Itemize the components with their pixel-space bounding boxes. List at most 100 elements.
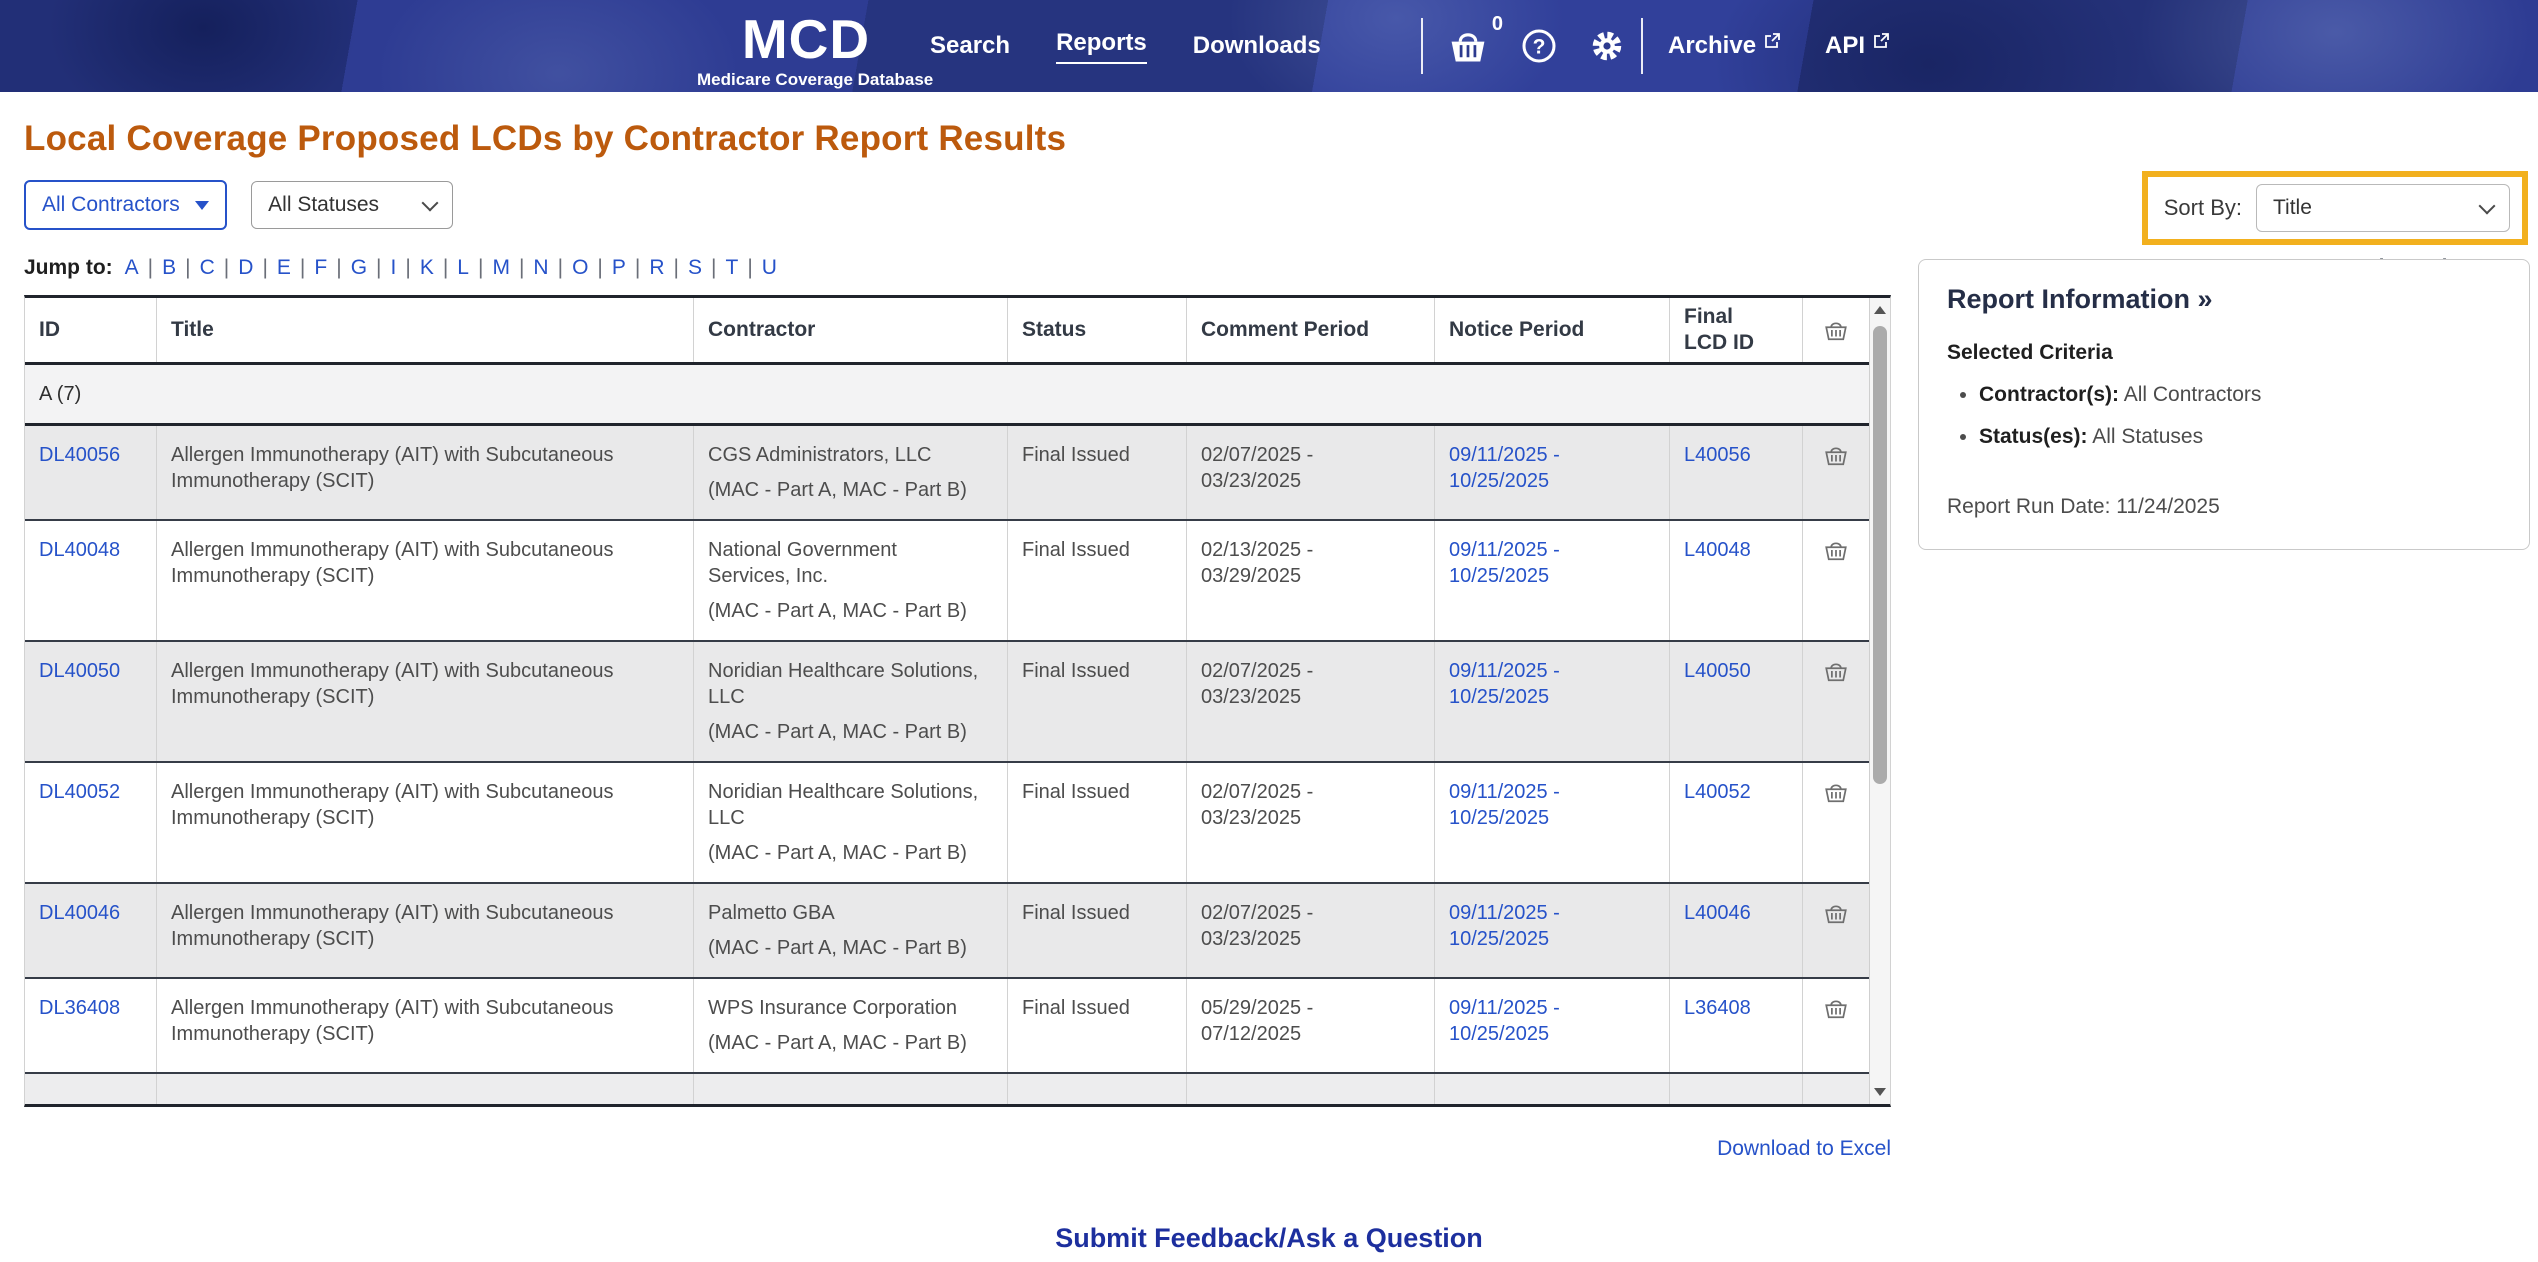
- nav-link-downloads[interactable]: Downloads: [1192, 32, 1321, 59]
- nav-icon-group: 0 ?: [1447, 0, 1625, 92]
- svg-text:?: ?: [1533, 36, 1546, 59]
- final-lcd-id-link[interactable]: L40050: [1684, 660, 1751, 682]
- contractor-name: Noridian Healthcare Solutions, LLC: [708, 781, 979, 829]
- status-value: Final Issued: [1007, 521, 1186, 640]
- jump-letter-p[interactable]: P: [612, 256, 640, 280]
- jump-letter-d[interactable]: D: [238, 256, 268, 280]
- header-id: ID: [39, 318, 60, 341]
- jump-letter-g[interactable]: G: [351, 256, 382, 280]
- help-icon[interactable]: ?: [1521, 28, 1557, 64]
- jump-letter-k[interactable]: K: [420, 256, 448, 280]
- comment-period: 02/07/2025 -03/23/2025: [1186, 884, 1434, 977]
- sort-by-label: Sort By:: [2163, 195, 2242, 220]
- jump-letter-m[interactable]: M: [492, 256, 524, 280]
- notice-period-link[interactable]: 09/11/2025 -10/25/2025: [1449, 997, 1560, 1045]
- jump-letter-a[interactable]: A: [125, 256, 153, 280]
- jump-letter-o[interactable]: O: [572, 256, 603, 280]
- jump-letter-f[interactable]: F: [314, 256, 341, 280]
- basket-count-badge: 0: [1491, 13, 1503, 35]
- nav-link-search[interactable]: Search: [930, 32, 1011, 59]
- final-lcd-id-link[interactable]: L40056: [1684, 444, 1751, 466]
- lcd-title: Allergen Immunotherapy (AIT) with Subcut…: [156, 763, 693, 882]
- add-to-basket-icon[interactable]: [1823, 995, 1849, 1056]
- sort-by-dropdown[interactable]: Title: [2256, 184, 2510, 232]
- contractor-detail: (MAC - Part A, MAC - Part B): [708, 479, 967, 501]
- proposed-lcd-id-link[interactable]: DL36408: [39, 997, 121, 1019]
- notice-period-link[interactable]: 09/11/2025 -10/25/2025: [1449, 539, 1560, 587]
- proposed-lcd-id-link[interactable]: DL40048: [39, 539, 121, 561]
- proposed-lcd-id-link[interactable]: DL40046: [39, 902, 121, 924]
- contractor-name: Noridian Healthcare Solutions, LLC: [708, 660, 979, 708]
- jump-letter-t[interactable]: T: [725, 256, 752, 280]
- jump-letter-n[interactable]: N: [533, 256, 563, 280]
- jump-letter-b[interactable]: B: [162, 256, 190, 280]
- report-information-panel: Report Information » Selected Criteria C…: [1918, 259, 2530, 550]
- contractor-detail: (MAC - Part A, MAC - Part B): [708, 842, 967, 864]
- contractor-detail: (MAC - Part A, MAC - Part B): [708, 937, 967, 959]
- comment-period: 02/07/2025 -03/23/2025: [1186, 642, 1434, 761]
- nav-link-api[interactable]: API: [1825, 32, 1890, 60]
- status-value: Final Issued: [1007, 979, 1186, 1072]
- download-to-excel-link[interactable]: Download to Excel: [1717, 1137, 1891, 1160]
- submit-feedback-link[interactable]: Submit Feedback/Ask a Question: [1055, 1223, 1483, 1253]
- table-row: DL40048 Allergen Immunotherapy (AIT) wit…: [25, 521, 1869, 642]
- comment-period: 05/29/2025 -07/12/2025: [1186, 979, 1434, 1072]
- jump-letter-c[interactable]: C: [200, 256, 230, 280]
- notice-period-link[interactable]: 09/11/2025 -10/25/2025: [1449, 781, 1560, 829]
- proposed-lcd-id-link[interactable]: DL40056: [39, 444, 121, 466]
- chevron-down-icon: [421, 194, 439, 211]
- nav-links: Search Reports Downloads: [930, 0, 1321, 92]
- gear-icon[interactable]: [1589, 28, 1625, 64]
- table-header-row: ID Title Contractor Status Comment Perio…: [25, 298, 1869, 365]
- scrollbar-up-arrow[interactable]: [1870, 298, 1890, 322]
- final-lcd-id-link[interactable]: L40048: [1684, 539, 1751, 561]
- jump-letter-u[interactable]: U: [761, 256, 777, 279]
- nav-link-reports[interactable]: Reports: [1056, 29, 1147, 64]
- proposed-lcd-id-link[interactable]: DL40050: [39, 660, 121, 682]
- proposed-lcd-id-link[interactable]: DL40052: [39, 781, 121, 803]
- sort-by-highlight-box: Sort By: Title: [2141, 171, 2528, 245]
- lcd-title: Allergen Immunotherapy (AIT) with Subcut…: [156, 521, 693, 640]
- notice-period-link[interactable]: 09/11/2025 -10/25/2025: [1449, 902, 1560, 950]
- comment-period: 02/07/2025 -03/23/2025: [1186, 426, 1434, 519]
- results-table: ID Title Contractor Status Comment Perio…: [24, 295, 1891, 1107]
- jump-letter-l[interactable]: L: [457, 256, 483, 280]
- table-scrollbar[interactable]: [1869, 298, 1890, 1104]
- statuses-dropdown[interactable]: All Statuses: [251, 181, 454, 229]
- external-link-icon: [1765, 33, 1780, 48]
- notice-period-link[interactable]: 09/11/2025 -10/25/2025: [1449, 660, 1560, 708]
- notice-period-link[interactable]: 09/11/2025 -10/25/2025: [1449, 444, 1560, 492]
- jump-to-label: Jump to:: [24, 256, 113, 279]
- table-row: DL36408 Allergen Immunotherapy (AIT) wit…: [25, 979, 1869, 1074]
- comment-period: 02/07/2025 -03/23/2025: [1186, 763, 1434, 882]
- basket-icon[interactable]: 0: [1447, 13, 1503, 65]
- external-link-icon: [1874, 33, 1889, 48]
- add-to-basket-icon[interactable]: [1823, 779, 1849, 866]
- scrollbar-thumb[interactable]: [1873, 326, 1887, 784]
- table-row: DL40056 Allergen Immunotherapy (AIT) wit…: [25, 426, 1869, 521]
- add-to-basket-icon[interactable]: [1823, 537, 1849, 624]
- chevron-down-icon: [2478, 197, 2496, 214]
- mcd-logo[interactable]: MCD Medicare Coverage Database: [697, 12, 933, 90]
- status-value: Final Issued: [1007, 763, 1186, 882]
- header-comment-period: Comment Period: [1186, 298, 1434, 362]
- criteria-item: Status(es): All Statuses: [1979, 425, 2501, 449]
- nav-link-archive[interactable]: Archive: [1668, 32, 1781, 60]
- scrollbar-down-arrow[interactable]: [1870, 1080, 1890, 1104]
- header-status: Status: [1007, 298, 1186, 362]
- add-to-basket-icon[interactable]: [1823, 900, 1849, 961]
- final-lcd-id-link[interactable]: L36408: [1684, 997, 1751, 1019]
- jump-letter-s[interactable]: S: [688, 256, 716, 280]
- status-value: Final Issued: [1007, 426, 1186, 519]
- final-lcd-id-link[interactable]: L40046: [1684, 902, 1751, 924]
- add-to-basket-icon[interactable]: [1823, 442, 1849, 503]
- jump-letter-e[interactable]: E: [277, 256, 305, 280]
- add-to-basket-icon[interactable]: [1823, 658, 1849, 745]
- table-row-partial: [25, 1074, 1869, 1104]
- jump-letter-r[interactable]: R: [649, 256, 679, 280]
- report-information-heading[interactable]: Report Information »: [1947, 284, 2213, 314]
- jump-letter-i[interactable]: I: [391, 256, 411, 280]
- final-lcd-id-link[interactable]: L40052: [1684, 781, 1751, 803]
- report-run-date: Report Run Date: 11/24/2025: [1947, 495, 2220, 518]
- contractors-dropdown[interactable]: All Contractors: [24, 180, 227, 230]
